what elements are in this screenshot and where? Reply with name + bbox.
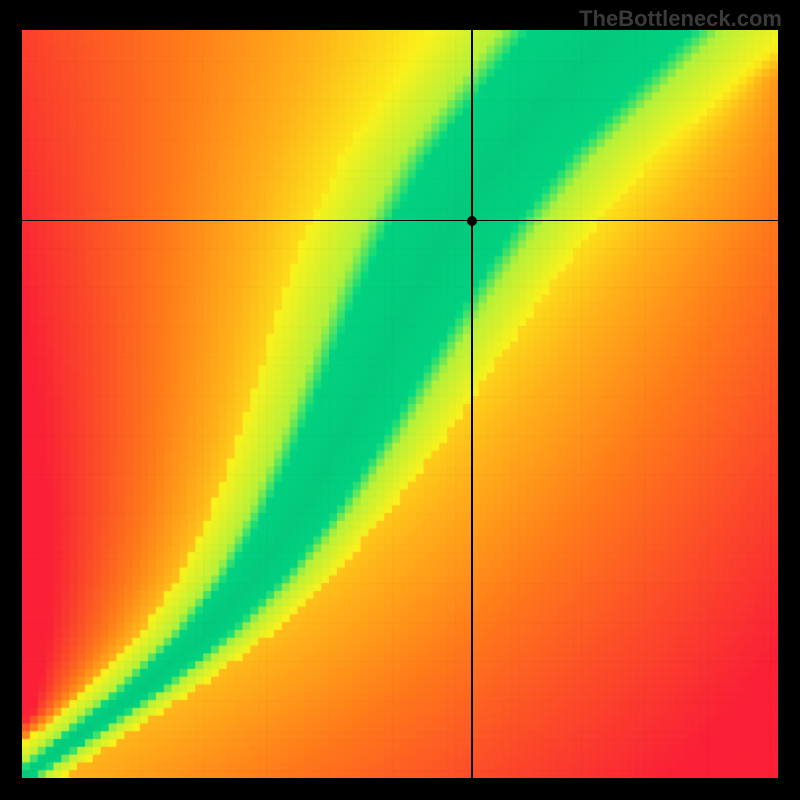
crosshair-dot (467, 216, 477, 226)
bottleneck-heatmap (22, 30, 778, 778)
chart-container: TheBottleneck.com (0, 0, 800, 800)
crosshair-vertical (471, 30, 473, 778)
crosshair-horizontal (22, 220, 778, 222)
watermark-text: TheBottleneck.com (579, 6, 782, 32)
